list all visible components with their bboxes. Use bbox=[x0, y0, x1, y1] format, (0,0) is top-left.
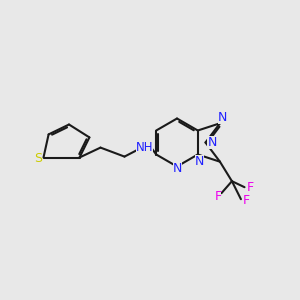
Text: N: N bbox=[218, 111, 228, 124]
Text: S: S bbox=[34, 152, 42, 165]
Text: F: F bbox=[214, 190, 221, 203]
Text: F: F bbox=[246, 181, 254, 194]
Text: F: F bbox=[243, 194, 250, 207]
Text: N: N bbox=[195, 154, 204, 168]
Text: N: N bbox=[207, 136, 217, 149]
Text: NH: NH bbox=[136, 141, 153, 154]
Text: N: N bbox=[173, 161, 182, 175]
Text: NH: NH bbox=[136, 141, 153, 154]
